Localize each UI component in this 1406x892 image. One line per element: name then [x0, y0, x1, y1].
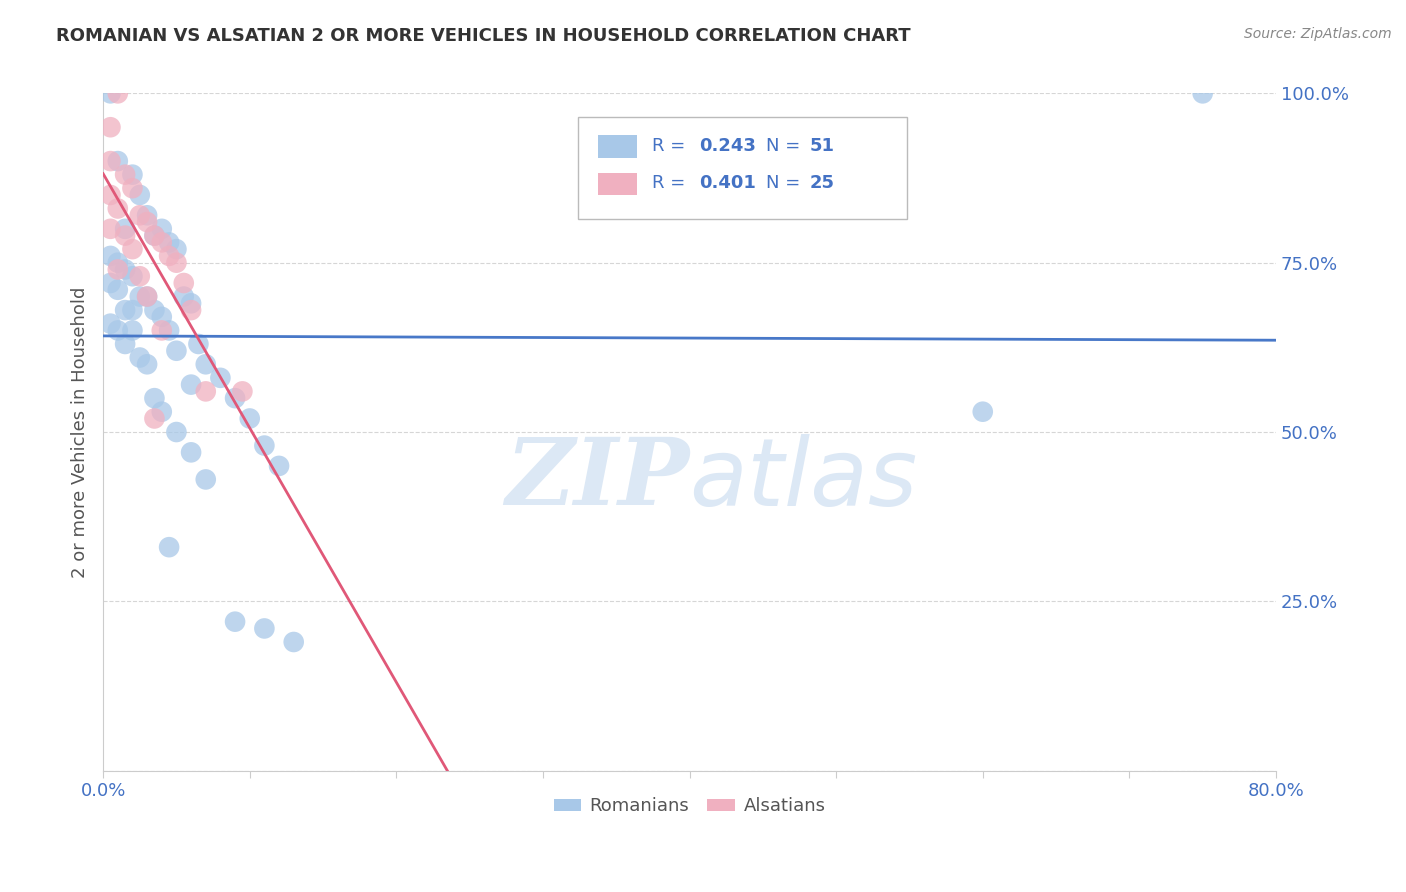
Point	[100, 222, 122, 236]
Point	[100, 317, 122, 331]
Point	[224, 615, 246, 629]
Point	[128, 351, 150, 365]
Point	[100, 276, 122, 290]
Point	[107, 87, 129, 101]
FancyBboxPatch shape	[578, 117, 907, 219]
Point	[114, 337, 136, 351]
Point	[128, 208, 150, 222]
Legend: Romanians, Alsatians: Romanians, Alsatians	[547, 790, 832, 822]
Point	[231, 384, 253, 399]
Point	[180, 296, 202, 310]
Point	[180, 445, 202, 459]
Point	[121, 269, 143, 284]
Point	[194, 357, 217, 371]
Point	[128, 269, 150, 284]
Point	[100, 188, 122, 202]
Point	[136, 289, 159, 303]
Text: R =: R =	[652, 175, 690, 193]
Point	[121, 168, 143, 182]
Point	[253, 439, 276, 453]
Point	[1191, 87, 1213, 101]
Point	[100, 154, 122, 169]
Point	[143, 411, 166, 425]
Point	[253, 622, 276, 636]
Point	[136, 208, 159, 222]
Point	[114, 168, 136, 182]
Text: 0.243: 0.243	[699, 137, 756, 155]
Point	[143, 228, 166, 243]
Text: R =: R =	[652, 137, 690, 155]
Point	[128, 289, 150, 303]
Point	[136, 215, 159, 229]
Point	[150, 222, 173, 236]
Text: N =: N =	[766, 175, 806, 193]
Point	[107, 283, 129, 297]
Point	[194, 472, 217, 486]
Point	[224, 391, 246, 405]
Bar	[598, 136, 637, 158]
Point	[114, 222, 136, 236]
Text: 25: 25	[810, 175, 834, 193]
Point	[143, 391, 166, 405]
Point	[150, 235, 173, 250]
Text: ROMANIAN VS ALSATIAN 2 OR MORE VEHICLES IN HOUSEHOLD CORRELATION CHART: ROMANIAN VS ALSATIAN 2 OR MORE VEHICLES …	[56, 27, 911, 45]
Point	[157, 540, 180, 554]
Point	[107, 262, 129, 277]
Point	[972, 405, 994, 419]
Point	[136, 289, 159, 303]
Y-axis label: 2 or more Vehicles in Household: 2 or more Vehicles in Household	[72, 286, 89, 578]
Point	[187, 337, 209, 351]
Point	[121, 181, 143, 195]
Point	[150, 405, 173, 419]
Point	[114, 303, 136, 318]
Point	[157, 235, 180, 250]
Text: N =: N =	[766, 137, 806, 155]
Point	[100, 249, 122, 263]
Point	[180, 377, 202, 392]
Point	[100, 120, 122, 135]
Point	[100, 87, 122, 101]
Point	[165, 425, 187, 439]
Bar	[598, 173, 637, 195]
Point	[107, 323, 129, 337]
Point	[143, 303, 166, 318]
Point	[121, 303, 143, 318]
Point	[121, 323, 143, 337]
Point	[180, 303, 202, 318]
Text: 51: 51	[810, 137, 834, 155]
Point	[157, 323, 180, 337]
Point	[107, 202, 129, 216]
Point	[239, 411, 262, 425]
Point	[143, 228, 166, 243]
Point	[165, 242, 187, 256]
Point	[128, 188, 150, 202]
Text: Source: ZipAtlas.com: Source: ZipAtlas.com	[1244, 27, 1392, 41]
Point	[107, 154, 129, 169]
Point	[150, 323, 173, 337]
Point	[267, 458, 290, 473]
Point	[150, 310, 173, 324]
Point	[173, 289, 195, 303]
Point	[114, 228, 136, 243]
Point	[136, 357, 159, 371]
Text: ZIP: ZIP	[505, 434, 689, 524]
Point	[165, 255, 187, 269]
Point	[157, 249, 180, 263]
Text: 0.401: 0.401	[699, 175, 756, 193]
Text: atlas: atlas	[689, 434, 918, 524]
Point	[114, 262, 136, 277]
Point	[107, 255, 129, 269]
Point	[165, 343, 187, 358]
Point	[173, 276, 195, 290]
Point	[121, 242, 143, 256]
Point	[194, 384, 217, 399]
Point	[283, 635, 305, 649]
Point	[209, 371, 232, 385]
